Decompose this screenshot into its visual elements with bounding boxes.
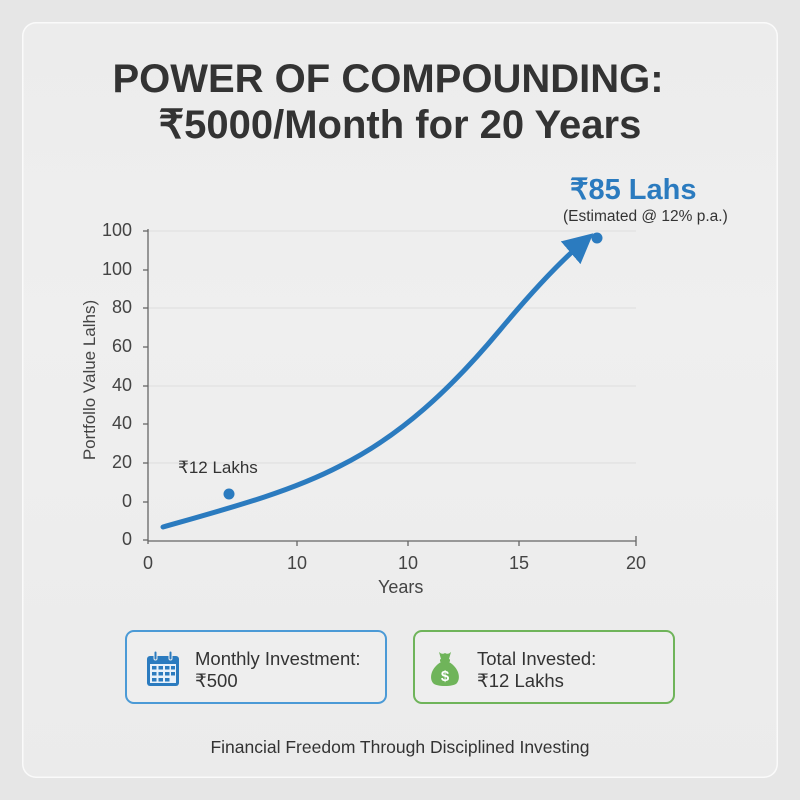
- title-line-2: ₹5000/Month for 20 Years: [158, 103, 642, 147]
- final-value-note: (Estimated @ 12% p.a.): [563, 208, 728, 225]
- y-tick-label: 0: [121, 529, 132, 549]
- title-line-1: POWER OF COMPOUNDING:: [112, 57, 664, 101]
- y-tick-label: 0: [121, 491, 132, 511]
- x-tick-label: 20: [625, 553, 647, 573]
- y-axis-label: Portfollo Value Lalhs): [80, 299, 99, 461]
- total-invested-card: $ Total Invested: ₹12 Lakhs: [413, 630, 675, 704]
- x-tick-label: 15: [508, 553, 530, 573]
- svg-text:$: $: [441, 668, 450, 685]
- x-tick-label: 0: [142, 553, 153, 573]
- monthly-investment-label: Monthly Investment:: [195, 648, 361, 669]
- monthly-investment-value: ₹500: [195, 670, 238, 691]
- total-invested-value: ₹12 Lakhs: [477, 670, 564, 691]
- y-tick-label: 100: [101, 220, 132, 240]
- start-point-marker: [223, 488, 235, 500]
- y-tick-label: 100: [101, 259, 132, 279]
- total-invested-label: Total Invested:: [477, 648, 597, 669]
- end-point-marker: [591, 232, 603, 244]
- y-tick-label: 60: [111, 336, 132, 356]
- monthly-investment-card: Monthly Investment: ₹500: [125, 630, 387, 704]
- y-tick-label: 20: [111, 452, 132, 472]
- y-tick-label: 40: [111, 413, 132, 433]
- y-tick-label: 40: [111, 375, 132, 395]
- money-bag-icon: $: [431, 652, 459, 686]
- start-value-annotation: ₹12 Lakhs: [178, 458, 258, 477]
- calendar-icon: [147, 650, 179, 686]
- footer-tagline: Financial Freedom Through Disciplined In…: [210, 737, 590, 757]
- growth-curve: [160, 233, 594, 530]
- axes: [143, 229, 637, 546]
- gridlines: [148, 230, 636, 464]
- x-tick-label: 10: [397, 553, 419, 573]
- final-value-annotation: ₹85 Lahs: [570, 174, 697, 206]
- x-tick-label: 10: [286, 553, 308, 573]
- y-tick-label: 80: [111, 297, 132, 317]
- x-axis-label: Years: [378, 577, 424, 597]
